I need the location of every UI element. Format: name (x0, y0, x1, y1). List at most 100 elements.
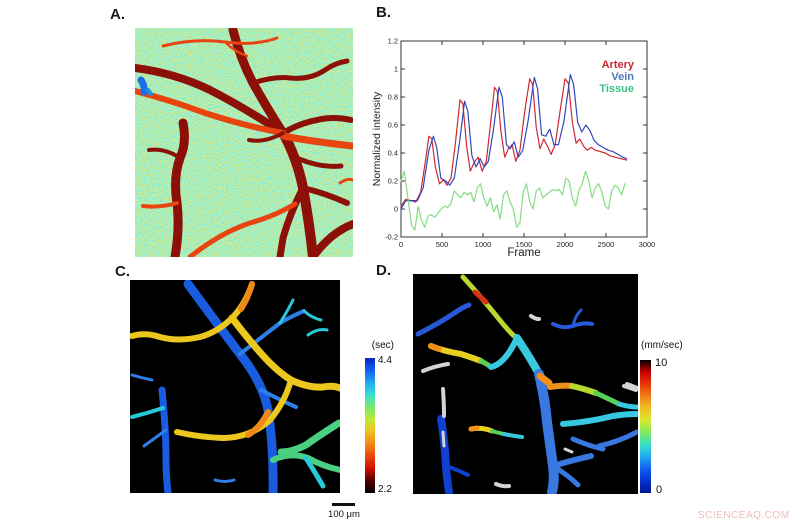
panel-d-vessel-segment-32 (625, 382, 638, 390)
panel-c-vessel-segment-10 (213, 478, 236, 483)
panel-d-vessel-segment-16 (622, 384, 638, 392)
panel-a-vessel-segment-5 (280, 115, 353, 136)
panel-d-vessel-segment-19 (570, 436, 606, 452)
panel-d-vessel-segment-20 (550, 453, 594, 469)
panel-d-velocity-map (413, 274, 638, 494)
y-tick-label: 1 (394, 65, 398, 74)
colorbar-mmsec (640, 360, 651, 493)
panel-a-vessel-segment-13 (141, 201, 179, 209)
panel-c-vessel-segment-9 (142, 428, 168, 448)
series-line-vein (400, 73, 628, 210)
y-tick-label: 0.6 (388, 121, 398, 130)
panel-d-vessel-segment-12 (547, 382, 575, 390)
panel-c-vessel-segment-8 (130, 406, 165, 419)
panel-a-vessel-segment-0 (135, 64, 287, 137)
panel-d-background (413, 274, 638, 494)
panel-d-vessel-segment-18 (596, 429, 638, 449)
panel-c-label: C. (115, 263, 130, 280)
colorbar-mmsec-min: 0 (656, 484, 663, 496)
y-tick-label: 1.2 (388, 37, 398, 46)
panel-d-vessel-segment-11 (536, 372, 553, 387)
panel-a-vessel-segment-6 (294, 155, 344, 169)
panel-d-vessel-segment-23 (441, 430, 446, 448)
y-tick-label: -0.2 (385, 233, 398, 242)
panel-d-vessel-segment-29 (421, 362, 450, 373)
panel-a-vessel-segment-20 (146, 88, 153, 96)
panel-c-vessel-segment-2 (278, 298, 295, 325)
panel-d-vessel-segment-24 (444, 464, 470, 477)
y-axis-label: Normalized intensity (371, 91, 383, 186)
panel-a-vessel-segment-10 (147, 147, 182, 160)
panel-a-label: A. (110, 6, 125, 23)
x-tick-label: 1000 (475, 240, 492, 249)
colorbar-sec (365, 358, 375, 493)
panel-c-vessel-segment-0 (183, 280, 278, 493)
x-axis-label: Frame (507, 247, 540, 259)
scale-bar-label: 100 μm (328, 509, 360, 520)
panel-a-vessel-segment-8 (309, 220, 353, 257)
normalized-intensity-line-chart: 0 500 1000 1500 2000 2500 3000-0.200.20.40.60.… (371, 37, 656, 260)
panel-c-vessel-segment-13 (277, 419, 340, 456)
y-tick-label: 0.2 (388, 177, 398, 186)
x-tick-label: 2500 (598, 240, 615, 249)
colorbar-mmsec-unit: (mm/sec) (641, 340, 683, 351)
panel-d-vessel-segment-21 (550, 463, 581, 488)
panel-a-vessel-segment-12 (279, 132, 353, 150)
panel-a-vessel-segment-4 (250, 58, 350, 86)
panel-d-vessel-segment-1 (472, 289, 489, 305)
panel-a-vessel-segment-19 (137, 76, 148, 96)
series-line-tissue (400, 170, 626, 231)
x-tick-label: 1500 (516, 240, 533, 249)
panel-a-vessel-segment-14 (187, 201, 298, 257)
panel-a-speckle-image (135, 28, 353, 257)
x-tick-label: 2000 (557, 240, 574, 249)
panel-c-vessel-segment-6 (130, 373, 154, 382)
x-tick-label: 3000 (639, 240, 656, 249)
panel-c-vessel-segment-5 (259, 388, 298, 409)
panel-d-vessel-segment-10 (534, 369, 559, 494)
colorbar-mmsec-max: 10 (655, 357, 668, 369)
panel-c-vessel-segment-15 (238, 281, 255, 312)
x-tick-label: 0 (399, 240, 403, 249)
panel-a-vessel-segment-16 (223, 40, 249, 58)
x-tick-label: 500 (436, 240, 449, 249)
panel-d-vessel-segment-34 (563, 447, 574, 454)
panel-d-vessels (415, 274, 638, 494)
panel-a-vessel-segment-9 (170, 118, 189, 257)
panel-c-vessels (130, 280, 340, 493)
panel-a-vessel-segment-11 (135, 88, 286, 136)
scale-bar (332, 503, 355, 506)
watermark: SCIENCEAQ.COM (698, 510, 790, 521)
panel-a-vessel-segment-18 (338, 177, 353, 185)
legend-artery: Artery (602, 59, 635, 71)
series-line-artery (400, 78, 628, 207)
panel-c-vessel-segment-4 (306, 328, 329, 337)
panel-d-vessel-segment-6 (428, 343, 442, 352)
panel-c-vessel-segment-12 (303, 455, 326, 489)
panel-c-vessel-segment-18 (245, 409, 271, 438)
panel-d-vessel-segment-4 (571, 308, 583, 328)
y-tick-label: 0.4 (388, 149, 398, 158)
panel-a-vessel-segment-17 (247, 131, 285, 143)
panel-d-vessel-segment-31 (529, 314, 541, 321)
panel-d-vessel-segment-17 (560, 411, 638, 427)
panel-a-vessels (135, 28, 353, 257)
legend-tissue: Tissue (599, 83, 634, 95)
colorbar-sec-unit: (sec) (371, 340, 394, 351)
legend-vein: Vein (611, 71, 634, 83)
panel-d-vessel-segment-30 (441, 387, 446, 418)
panel-a-vessel-segment-7 (300, 185, 350, 206)
panel-d-vessel-segment-26 (468, 425, 480, 432)
panel-d-vessel-segment-28 (502, 432, 524, 439)
panel-c-vessel-segment-7 (158, 386, 172, 493)
colorbar-sec-max: 4.4 (378, 355, 392, 366)
panel-a-vessel-segment-3 (276, 184, 307, 257)
panel-c-transit-time-map (130, 280, 340, 493)
panel-d-vessel-segment-2 (415, 302, 472, 337)
panel-b-chart: 0 500 1000 1500 2000 2500 3000 -0.2 0 0.2 0.4 0.6 0.… (370, 30, 666, 265)
colorbar-sec-min: 2.2 (378, 484, 392, 495)
panel-b-label: B. (376, 4, 391, 21)
y-tick-label: 0.8 (388, 93, 398, 102)
panel-d-vessel-segment-33 (494, 482, 511, 489)
